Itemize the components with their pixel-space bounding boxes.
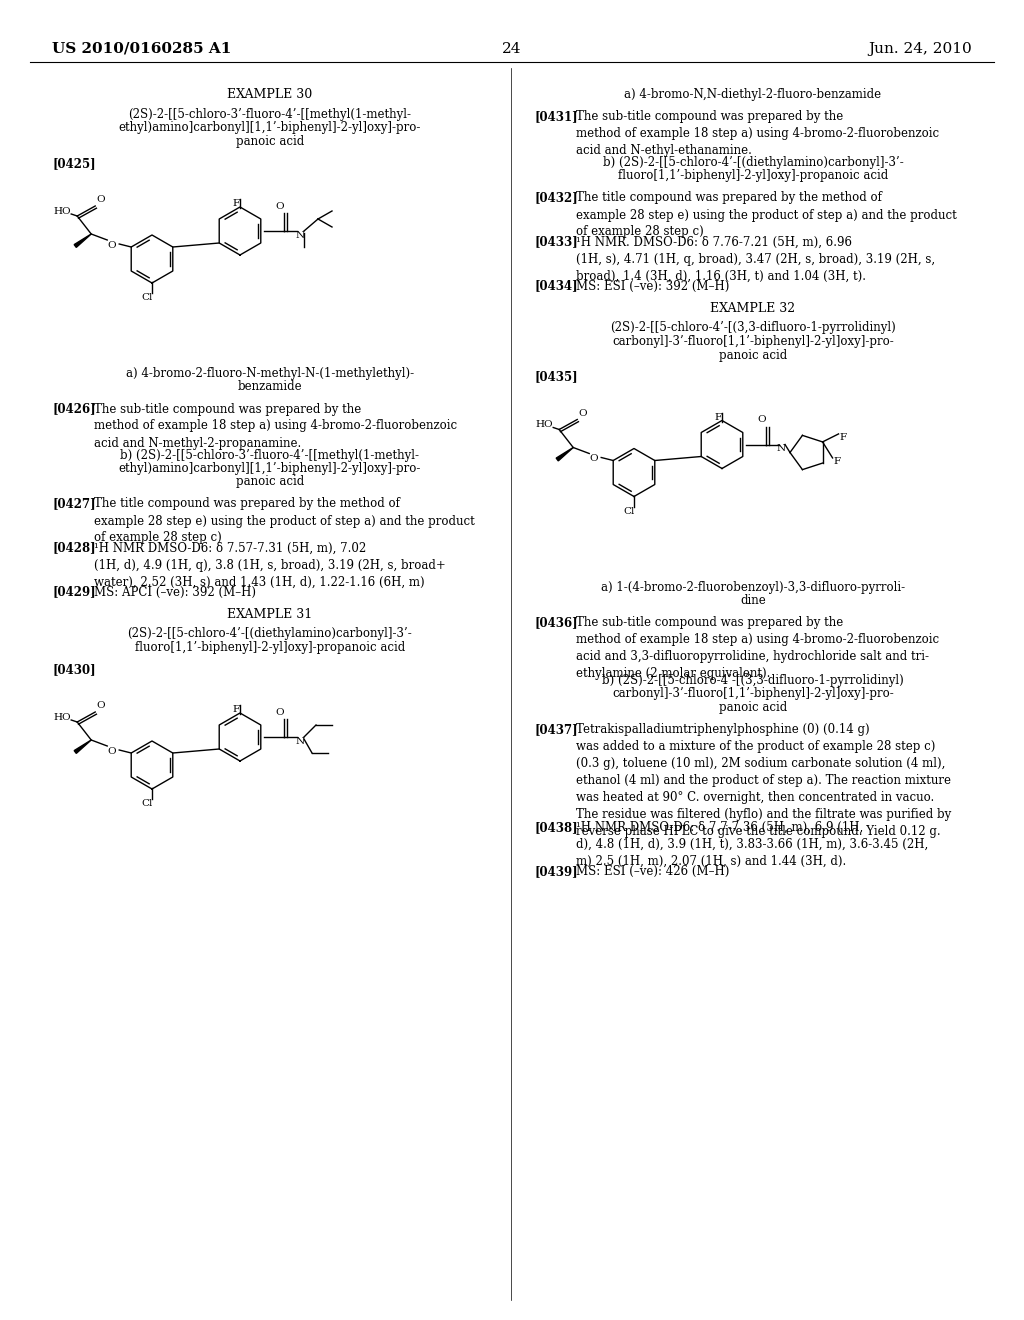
- Text: HO: HO: [53, 713, 71, 722]
- Text: N: N: [296, 231, 305, 239]
- Text: The sub-title compound was prepared by the
method of example 18 step a) using 4-: The sub-title compound was prepared by t…: [575, 616, 939, 680]
- Text: [0427]: [0427]: [52, 498, 95, 511]
- Text: EXAMPLE 32: EXAMPLE 32: [711, 301, 796, 314]
- Text: [0428]: [0428]: [52, 541, 95, 554]
- Text: O: O: [579, 409, 587, 418]
- Text: F: F: [834, 458, 841, 466]
- Text: ethyl)amino]carbonyl][1,1’-biphenyl]-2-yl]oxy]-pro-: ethyl)amino]carbonyl][1,1’-biphenyl]-2-y…: [119, 462, 421, 475]
- Text: The sub-title compound was prepared by the
method of example 18 step a) using 4-: The sub-title compound was prepared by t…: [575, 110, 939, 157]
- Text: EXAMPLE 31: EXAMPLE 31: [227, 607, 312, 620]
- Text: fluoro[1,1’-biphenyl]-2-yl]oxy]-propanoic acid: fluoro[1,1’-biphenyl]-2-yl]oxy]-propanoi…: [617, 169, 888, 182]
- Text: a) 4-bromo-2-fluoro-N-methyl-N-(1-methylethyl)-: a) 4-bromo-2-fluoro-N-methyl-N-(1-methyl…: [126, 367, 414, 380]
- Text: [0432]: [0432]: [534, 191, 578, 205]
- Polygon shape: [74, 234, 91, 247]
- Text: F: F: [840, 433, 847, 442]
- Polygon shape: [74, 741, 91, 754]
- Text: [0431]: [0431]: [534, 110, 578, 123]
- Text: US 2010/0160285 A1: US 2010/0160285 A1: [52, 42, 231, 55]
- Text: [0425]: [0425]: [52, 157, 95, 170]
- Text: O: O: [106, 747, 116, 755]
- Text: carbonyl]-3’-fluoro[1,1’-biphenyl]-2-yl]oxy]-pro-: carbonyl]-3’-fluoro[1,1’-biphenyl]-2-yl]…: [612, 335, 894, 348]
- Text: EXAMPLE 30: EXAMPLE 30: [227, 88, 312, 102]
- Text: (2S)-2-[[5-chloro-3’-fluoro-4’-[[methyl(1-methyl-: (2S)-2-[[5-chloro-3’-fluoro-4’-[[methyl(…: [128, 108, 412, 121]
- Text: b) (2S)-2-[[5-chloro-4’-[(diethylamino)carbonyl]-3’-: b) (2S)-2-[[5-chloro-4’-[(diethylamino)c…: [603, 156, 903, 169]
- Text: MS: APCI (–ve): 392 (M–H): MS: APCI (–ve): 392 (M–H): [94, 586, 256, 598]
- Text: ethyl)amino]carbonyl][1,1’-biphenyl]-2-yl]oxy]-pro-: ethyl)amino]carbonyl][1,1’-biphenyl]-2-y…: [119, 121, 421, 135]
- Text: The sub-title compound was prepared by the
method of example 18 step a) using 4-: The sub-title compound was prepared by t…: [94, 403, 457, 450]
- Text: Cl: Cl: [141, 293, 153, 302]
- Polygon shape: [556, 447, 573, 461]
- Text: a) 4-bromo-N,N-diethyl-2-fluoro-benzamide: a) 4-bromo-N,N-diethyl-2-fluoro-benzamid…: [625, 88, 882, 102]
- Text: [0436]: [0436]: [534, 616, 578, 630]
- Text: (2S)-2-[[5-chloro-4’-[(3,3-difluoro-1-pyrrolidinyl): (2S)-2-[[5-chloro-4’-[(3,3-difluoro-1-py…: [610, 322, 896, 334]
- Text: [0439]: [0439]: [534, 865, 578, 878]
- Text: [0429]: [0429]: [52, 586, 95, 598]
- Text: F: F: [232, 705, 240, 714]
- Text: ¹H NMR DMSO-D6: δ 7.7-7.36 (5H, m), 6.9 (1H,
d), 4.8 (1H, d), 3.9 (1H, t), 3.83-: ¹H NMR DMSO-D6: δ 7.7-7.36 (5H, m), 6.9 …: [575, 821, 928, 869]
- Text: O: O: [589, 454, 598, 463]
- Text: [0434]: [0434]: [534, 280, 578, 293]
- Text: ¹H NMR. DMSO-D6: δ 7.76-7.21 (5H, m), 6.96
(1H, s), 4.71 (1H, q, broad), 3.47 (2: ¹H NMR. DMSO-D6: δ 7.76-7.21 (5H, m), 6.…: [575, 235, 935, 282]
- Text: F: F: [715, 412, 722, 421]
- Text: (2S)-2-[[5-chloro-4’-[(diethylamino)carbonyl]-3’-: (2S)-2-[[5-chloro-4’-[(diethylamino)carb…: [128, 627, 413, 640]
- Text: panoic acid: panoic acid: [236, 135, 304, 148]
- Text: MS: ESI (–ve): 392 (M–H): MS: ESI (–ve): 392 (M–H): [575, 280, 729, 293]
- Text: O: O: [275, 202, 285, 211]
- Text: Jun. 24, 2010: Jun. 24, 2010: [868, 42, 972, 55]
- Text: O: O: [275, 708, 285, 717]
- Text: HO: HO: [536, 420, 553, 429]
- Text: MS: ESI (–ve): 426 (M–H): MS: ESI (–ve): 426 (M–H): [575, 865, 729, 878]
- Text: The title compound was prepared by the method of
example 28 step e) using the pr: The title compound was prepared by the m…: [575, 191, 956, 239]
- Text: [0433]: [0433]: [534, 235, 578, 248]
- Text: O: O: [758, 416, 766, 425]
- Text: b) (2S)-2-[[5-chloro-4’-[(3,3-difluoro-1-pyrrolidinyl): b) (2S)-2-[[5-chloro-4’-[(3,3-difluoro-1…: [602, 675, 904, 686]
- Text: N: N: [296, 737, 305, 746]
- Text: [0438]: [0438]: [534, 821, 578, 834]
- Text: b) (2S)-2-[[5-chloro-3’-fluoro-4’-[[methyl(1-methyl-: b) (2S)-2-[[5-chloro-3’-fluoro-4’-[[meth…: [121, 449, 420, 462]
- Text: [0435]: [0435]: [534, 371, 578, 384]
- Text: F: F: [232, 199, 240, 209]
- Text: The title compound was prepared by the method of
example 28 step e) using the pr: The title compound was prepared by the m…: [94, 498, 475, 544]
- Text: [0437]: [0437]: [534, 723, 578, 737]
- Text: dine: dine: [740, 594, 766, 607]
- Text: panoic acid: panoic acid: [236, 475, 304, 488]
- Text: Cl: Cl: [141, 799, 153, 808]
- Text: [0430]: [0430]: [52, 663, 95, 676]
- Text: Cl: Cl: [624, 507, 635, 516]
- Text: Tetrakispalladiumtriphenylphosphine (0) (0.14 g)
was added to a mixture of the p: Tetrakispalladiumtriphenylphosphine (0) …: [575, 723, 951, 838]
- Text: a) 1-(4-bromo-2-fluorobenzoyl)-3,3-difluoro-pyrroli-: a) 1-(4-bromo-2-fluorobenzoyl)-3,3-diflu…: [601, 581, 905, 594]
- Text: HO: HO: [53, 206, 71, 215]
- Text: [0426]: [0426]: [52, 403, 95, 416]
- Text: O: O: [96, 701, 104, 710]
- Text: benzamide: benzamide: [238, 380, 302, 393]
- Text: O: O: [106, 240, 116, 249]
- Text: panoic acid: panoic acid: [719, 701, 787, 714]
- Text: fluoro[1,1’-biphenyl]-2-yl]oxy]-propanoic acid: fluoro[1,1’-biphenyl]-2-yl]oxy]-propanoi…: [135, 642, 406, 653]
- Text: carbonyl]-3’-fluoro[1,1’-biphenyl]-2-yl]oxy]-pro-: carbonyl]-3’-fluoro[1,1’-biphenyl]-2-yl]…: [612, 688, 894, 701]
- Text: panoic acid: panoic acid: [719, 348, 787, 362]
- Text: 24: 24: [502, 42, 522, 55]
- Text: ¹H NMR DMSO-D6: δ 7.57-7.31 (5H, m), 7.02
(1H, d), 4.9 (1H, q), 3.8 (1H, s, broa: ¹H NMR DMSO-D6: δ 7.57-7.31 (5H, m), 7.0…: [94, 541, 445, 589]
- Text: O: O: [96, 195, 104, 205]
- Text: N: N: [777, 444, 786, 453]
